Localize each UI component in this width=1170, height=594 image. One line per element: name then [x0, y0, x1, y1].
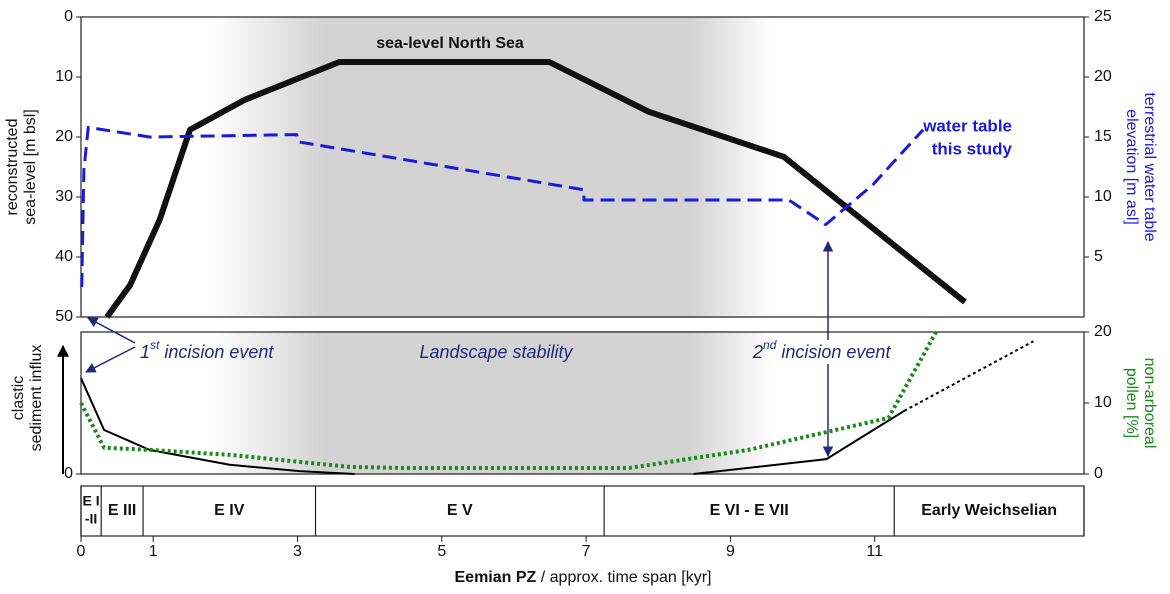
y2-tick-label: 15 [1094, 128, 1112, 145]
x-axis-title: Eemian PZ / approx. time span [kyr] [455, 569, 712, 586]
annotation: 1st incision event [140, 338, 274, 362]
y-tick-label: 0 [64, 8, 73, 25]
annotation: 2nd incision event [752, 338, 891, 362]
y2-axis-title: terrestrial water tableelevation [m asl] [1123, 92, 1158, 241]
annotation-part: nd [763, 338, 777, 352]
y2-tick-label: 25 [1094, 8, 1112, 25]
zone-label: E I [83, 493, 100, 509]
zone-label: -II [85, 511, 97, 527]
zone-label: E IV [214, 502, 245, 519]
y-axis-title-line: reconstructed [4, 119, 21, 216]
x-tick-label: 11 [866, 543, 883, 560]
data-line [104, 59, 967, 319]
annotation-part: 1 [140, 342, 150, 362]
x-tick-label: 0 [77, 543, 86, 560]
y2-axis-title-line: elevation [m asl] [1123, 109, 1140, 225]
series-label: water table [922, 116, 1012, 135]
x-tick-label: 7 [582, 543, 591, 560]
y2-axis-title: non-arborealpollen [%] [1123, 358, 1158, 449]
y-tick-label: 20 [55, 128, 73, 145]
y-axis-title: reconstructedsea-level [m bsl] [4, 109, 39, 225]
zone-label: E VI - E VII [710, 502, 789, 519]
zone-label: E III [108, 502, 136, 519]
x-tick-label: 3 [293, 543, 302, 560]
data-line [80, 377, 905, 475]
y-axis-title-line: sea-level [m bsl] [22, 109, 39, 225]
annotation-part: 2 [752, 342, 763, 362]
y-axis-title-line: sediment influx [28, 345, 45, 452]
y2-tick-label: 20 [1094, 68, 1112, 85]
y-axis-title: clasticsediment influx [10, 345, 45, 452]
x-tick-label: 9 [726, 543, 735, 560]
y2-axis-title-line: terrestrial water table [1141, 92, 1158, 241]
data-line [79, 331, 938, 470]
x-tick-label: 5 [437, 543, 446, 560]
annotation-part: st [150, 338, 160, 352]
zone-label: Early Weichselian [921, 502, 1057, 519]
y-axis-title-line: clastic [10, 376, 27, 420]
annotation-part: incision event [159, 342, 274, 362]
y2-tick-label: 0 [1094, 465, 1103, 482]
series-label: sea-level North Sea [376, 35, 524, 52]
y2-tick-label: 10 [1094, 188, 1112, 205]
y-tick-label: 10 [55, 68, 73, 85]
data-line [80, 125, 925, 288]
annotation: Landscape stability [419, 342, 573, 362]
data-line [903, 340, 1034, 412]
y2-tick-label: 20 [1094, 323, 1112, 340]
annotation-part: incision event [776, 342, 891, 362]
y2-axis-title-line: pollen [%] [1123, 368, 1140, 438]
y-tick-label: 30 [55, 188, 73, 205]
stability-shade [210, 17, 774, 474]
shade-gap [80, 318, 1085, 331]
y-tick-label: 50 [55, 308, 73, 325]
arrow [85, 346, 136, 373]
plot-frame [80, 16, 1085, 318]
series-label: this study [932, 139, 1013, 158]
y-tick-label: 0 [64, 465, 73, 482]
y2-axis-title-line: non-arboreal [1141, 358, 1158, 449]
zone-label: E V [447, 502, 473, 519]
annotation-part: Landscape stability [419, 342, 573, 362]
y-tick-label: 40 [55, 248, 73, 265]
x-tick-label: 1 [149, 543, 158, 560]
arrow [87, 317, 136, 344]
y2-tick-label: 5 [1094, 248, 1103, 265]
y2-tick-label: 10 [1094, 394, 1112, 411]
